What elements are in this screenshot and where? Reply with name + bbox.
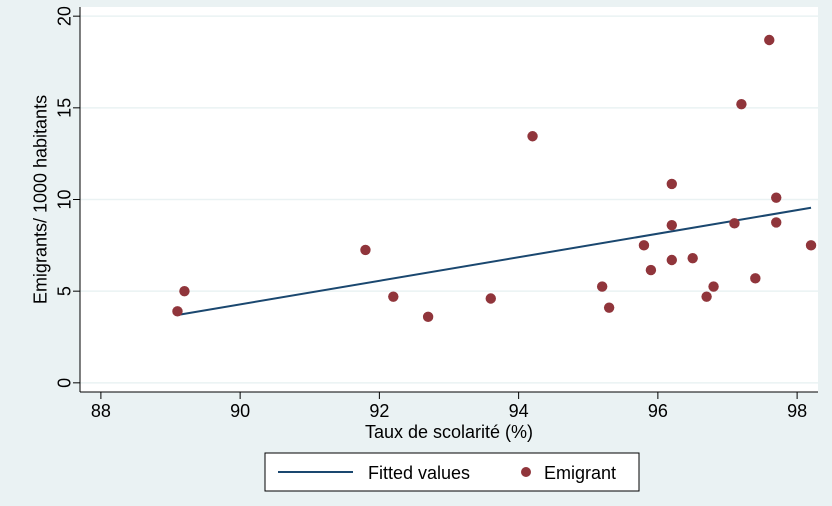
emigrant-point (360, 244, 371, 256)
points-layer (172, 34, 817, 323)
emigrant-point (750, 273, 761, 284)
legend-label-fitted: Fitted values (368, 463, 470, 483)
x-tick-label: 96 (648, 401, 668, 421)
y-tick-label: 5 (54, 286, 74, 296)
y-axis-title: Emigrants/ 1000 habitants (30, 95, 50, 304)
emigrant-point (638, 240, 650, 251)
axes: 0 5 10 15 20 88 90 92 94 96 98 (54, 6, 818, 421)
emigrant-point (764, 34, 775, 46)
emigrant-point (645, 264, 657, 276)
x-axis-title: Taux de scolarité (%) (365, 422, 533, 442)
emigrant-point (666, 254, 677, 266)
x-tick-label: 98 (787, 401, 807, 421)
y-tick-label: 15 (54, 98, 74, 118)
x-tick-label: 90 (230, 401, 250, 421)
emigrant-point (687, 252, 698, 264)
emigrant-point (485, 293, 496, 304)
grid-lines (80, 15, 818, 384)
emigrant-point (805, 240, 817, 251)
emigrant-point (736, 98, 747, 110)
x-tick-label: 92 (369, 401, 389, 421)
emigrant-point (527, 131, 538, 142)
x-tick-label: 94 (509, 401, 529, 421)
emigrant-point (172, 306, 183, 317)
emigrant-point (666, 178, 677, 190)
emigrant-point (596, 281, 608, 292)
y-tick-label: 10 (54, 189, 74, 209)
legend: Fitted values Emigrant (264, 452, 640, 492)
legend-label-emigrant: Emigrant (544, 463, 616, 483)
y-tick-label: 20 (54, 6, 74, 26)
emigrant-point (666, 219, 677, 231)
y-tick-label: 0 (54, 378, 74, 388)
x-tick-label: 88 (91, 401, 111, 421)
fitted-values-line (177, 206, 812, 316)
emigrant-point (701, 291, 712, 302)
emigrant-point (603, 302, 615, 313)
emigrant-point (708, 281, 719, 292)
fitted-line-layer (177, 206, 812, 316)
emigrant-point (771, 217, 782, 228)
emigrant-point (729, 218, 740, 229)
emigrant-point (422, 311, 434, 323)
emigrant-point (771, 192, 782, 203)
emigrant-point (388, 291, 399, 302)
emigrant-point (179, 285, 190, 297)
legend-point-swatch (521, 467, 531, 477)
